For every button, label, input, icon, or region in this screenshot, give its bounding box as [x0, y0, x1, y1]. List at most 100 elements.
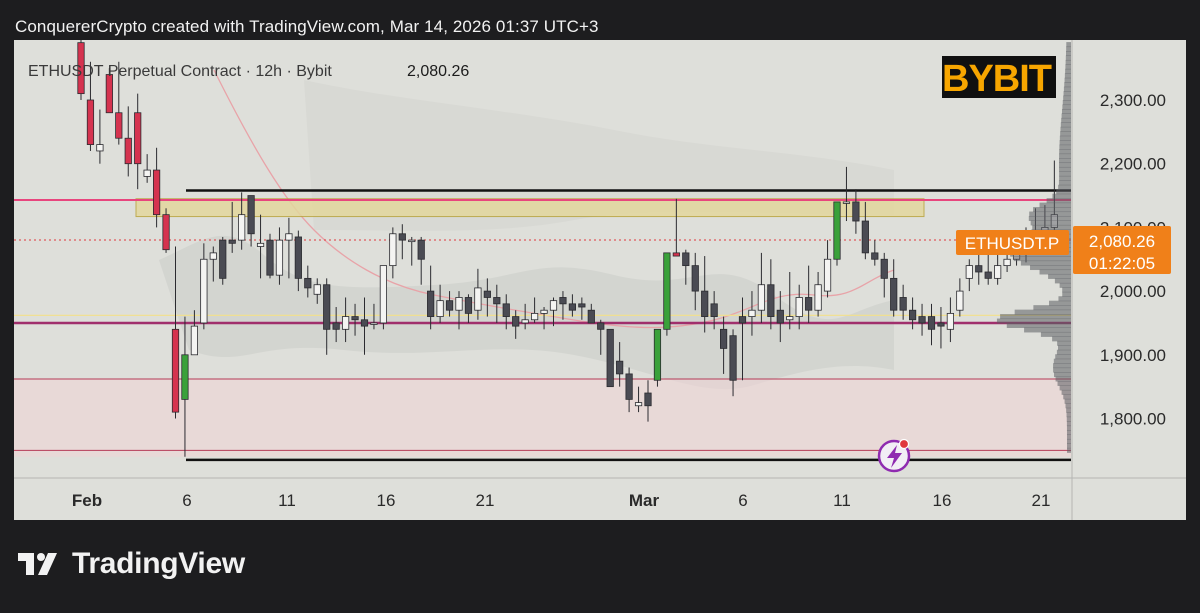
candle-body	[956, 290, 964, 311]
candle-body	[805, 297, 813, 311]
candle-body	[833, 201, 841, 260]
y-tick-label: 2,300.00	[1100, 91, 1166, 110]
volume-profile-bar	[1054, 372, 1071, 378]
volume-profile-bar	[1061, 389, 1071, 395]
candle-body	[285, 233, 293, 241]
resistance-zone	[135, 198, 925, 218]
candle-body	[219, 239, 227, 279]
bybit-logo-text: BYBIT	[942, 58, 1052, 100]
candle	[767, 259, 775, 330]
candle-body	[143, 169, 151, 177]
volume-profile-bar	[1053, 363, 1071, 369]
candle	[691, 252, 699, 311]
candle-body	[417, 239, 425, 260]
price-tag-symbol: ETHUSDT.P	[965, 234, 1059, 253]
candle-body	[890, 277, 898, 311]
x-tick-label: 6	[738, 491, 747, 510]
candle	[956, 278, 964, 317]
candle-body	[493, 297, 501, 305]
candle-body	[738, 316, 747, 324]
candle-body	[984, 271, 992, 279]
candle-body	[464, 297, 473, 314]
candle	[927, 303, 936, 346]
y-tick-label: 1,900.00	[1100, 346, 1166, 365]
candle	[823, 240, 832, 298]
volume-profile-bar	[1028, 215, 1071, 221]
candle	[304, 265, 312, 298]
candle	[445, 291, 454, 317]
candle-body	[436, 300, 444, 317]
volume-profile-bar	[1006, 322, 1071, 328]
candle	[294, 230, 302, 292]
volume-profile-bar	[1066, 443, 1071, 449]
candle-body	[323, 284, 331, 330]
candle	[842, 166, 851, 222]
y-tick-label: 1,800.00	[1100, 410, 1166, 429]
candle	[578, 297, 586, 320]
candle-body	[823, 258, 832, 292]
volume-profile-bar	[1063, 91, 1071, 97]
volume-profile-bar	[1049, 300, 1071, 306]
candle	[720, 316, 728, 374]
candle	[710, 291, 718, 330]
price-chart[interactable]: 2,300.002,200.002,100.002,000.001,900.00…	[14, 40, 1186, 520]
candle	[616, 342, 624, 387]
candle-body	[341, 316, 350, 330]
volume-profile-bar	[1055, 376, 1071, 382]
candle	[219, 236, 227, 285]
volume-profile-bar	[1046, 198, 1071, 204]
last-price-header: 2,080.26	[407, 63, 469, 80]
candle	[568, 294, 577, 317]
candle	[994, 252, 1002, 285]
volume-profile-bar	[1033, 305, 1071, 311]
candle-body	[616, 360, 624, 375]
candle	[86, 61, 95, 151]
candle	[389, 227, 397, 279]
time-axis[interactable]: Feb 6 11 16 21 Mar 6 11 16 21	[72, 491, 1051, 510]
candle	[861, 201, 869, 260]
candle	[313, 278, 321, 304]
candle-body	[455, 297, 463, 311]
candle	[436, 284, 444, 323]
volume-profile-bar	[1059, 158, 1071, 164]
candle	[975, 252, 983, 285]
candle-body	[379, 265, 388, 324]
volume-profile-bar	[1058, 184, 1071, 190]
volume-profile-bar	[1063, 394, 1071, 400]
candle-body	[701, 290, 709, 317]
volume-profile-bar	[1059, 166, 1071, 172]
candle	[228, 201, 236, 253]
lightning-alert-icon[interactable]	[877, 438, 911, 473]
volume-profile-bar	[1039, 202, 1071, 208]
candle	[965, 259, 973, 292]
candle-body	[351, 316, 359, 321]
candle-body	[549, 300, 558, 311]
candle-body	[304, 277, 312, 289]
candle	[644, 380, 652, 422]
candle	[134, 93, 142, 190]
candle	[776, 291, 784, 343]
candle-body	[313, 284, 321, 295]
volume-profile-bar	[1066, 416, 1071, 422]
volume-profile-bar	[1059, 135, 1071, 141]
candle-body	[899, 297, 907, 311]
candle-body	[946, 312, 955, 330]
x-tick-label: 16	[933, 491, 952, 510]
candle-body	[653, 328, 662, 381]
volume-profile-bar	[1064, 73, 1071, 79]
candle-body	[200, 258, 208, 324]
candle	[455, 291, 463, 330]
volume-profile-bar	[1066, 42, 1071, 48]
price-tag-symbol-box[interactable]	[956, 230, 1069, 255]
candle	[493, 284, 501, 323]
x-tick-label: 11	[833, 491, 851, 510]
candle-body	[710, 303, 718, 317]
candle	[833, 201, 841, 266]
candle-body	[275, 239, 284, 276]
candle-body	[332, 322, 340, 330]
volume-profile-bar	[1058, 345, 1071, 351]
candle	[597, 319, 605, 355]
candle	[96, 109, 104, 164]
candle	[238, 192, 246, 250]
volume-profile-bar	[1057, 340, 1071, 346]
